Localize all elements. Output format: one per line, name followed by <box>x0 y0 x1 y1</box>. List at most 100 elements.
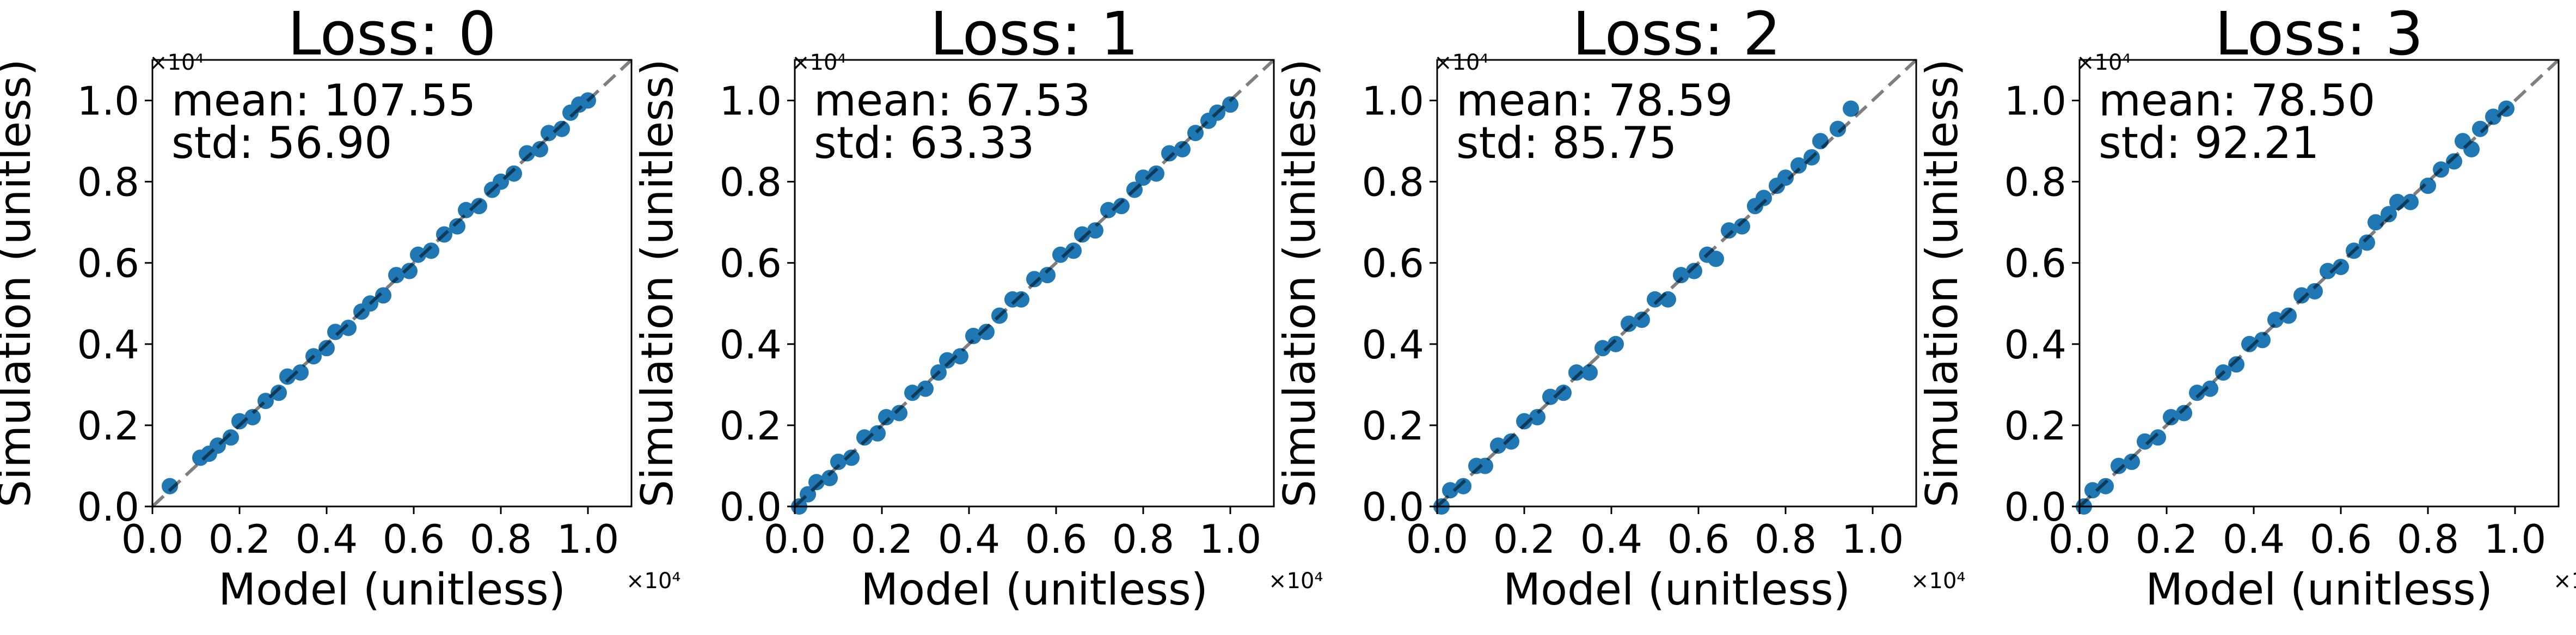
data-point <box>1039 267 1056 284</box>
data-point <box>2420 178 2436 194</box>
x-tick-label: 0.2 <box>2136 516 2198 562</box>
y-tick-label: 0.4 <box>719 322 782 368</box>
stats-std-label: std: 56.90 <box>171 118 392 168</box>
data-point <box>1673 267 1689 284</box>
data-point <box>458 202 474 218</box>
data-point <box>2485 108 2501 125</box>
data-point <box>318 340 335 357</box>
data-point <box>1013 291 1029 308</box>
x-tick-label: 0.2 <box>1493 516 1556 562</box>
data-point <box>375 287 391 304</box>
y-tick-label: 0.0 <box>77 484 139 530</box>
data-point <box>2137 433 2153 450</box>
data-point <box>1490 437 1506 454</box>
data-point <box>1621 315 1637 332</box>
y-tick-label: 0.4 <box>2004 322 2066 368</box>
data-point <box>1174 141 1191 157</box>
data-point <box>1161 145 1177 162</box>
data-point <box>1581 364 1598 381</box>
axes-frame <box>794 59 1275 508</box>
chart-title: Loss: 0 <box>287 0 496 69</box>
data-point <box>1222 96 1238 113</box>
x-axis-label: Model (unitless) <box>861 564 1208 615</box>
data-point <box>2293 287 2310 304</box>
y-axis-multiplier: ×10⁴ <box>1434 50 1488 75</box>
y-tick-label: 1.0 <box>2004 78 2066 124</box>
data-point <box>904 384 921 401</box>
x-tick-label: 0.8 <box>2397 516 2460 562</box>
data-point <box>2202 380 2218 397</box>
data-point <box>2241 335 2258 352</box>
data-point <box>1503 433 1519 450</box>
data-point <box>978 323 995 340</box>
y-tick-label: 0.0 <box>2004 484 2066 530</box>
x-tick-label: 0.0 <box>1406 516 1469 562</box>
x-tick-label: 1.0 <box>557 516 620 562</box>
y-tick-label: 0.4 <box>1361 322 1424 368</box>
y-axis-label: Simulation (unitless) <box>1917 59 1967 508</box>
y-tick-label: 0.8 <box>1361 160 1424 205</box>
chart-title: Loss: 3 <box>2215 0 2423 69</box>
data-point <box>1065 242 1082 259</box>
data-point <box>830 454 847 470</box>
x-tick-label: 0.0 <box>121 516 184 562</box>
x-tick-label: 0.6 <box>383 516 445 562</box>
data-point <box>2228 356 2244 373</box>
data-point <box>449 218 465 235</box>
data-point <box>1148 165 1164 182</box>
data-point <box>231 413 248 430</box>
data-point <box>808 474 825 491</box>
data-point <box>410 246 426 263</box>
x-axis-multiplier: ×10⁴ <box>626 569 680 594</box>
x-axis-label: Model (unitless) <box>218 564 566 615</box>
stats-mean-label: mean: 78.50 <box>2099 75 2375 126</box>
data-point <box>423 242 439 259</box>
chart-panel-1: Loss: 1 0.0 0.2 0.4 0.6 0.8 1.0 0.0 0.2 0.4 0.6 0.8… <box>632 0 1323 615</box>
y-tick-label: 0.0 <box>719 484 782 530</box>
y-tick-label: 0.8 <box>77 160 139 205</box>
data-point <box>1026 271 1042 288</box>
axes-frame <box>151 59 633 508</box>
data-point <box>2333 259 2349 276</box>
x-tick-label: 0.2 <box>208 516 271 562</box>
y-axis-multiplier: ×10⁴ <box>149 50 204 75</box>
data-point <box>2463 141 2480 157</box>
data-point <box>1135 169 1151 186</box>
data-point <box>471 198 487 215</box>
data-point <box>2084 482 2101 499</box>
y-tick-label: 1.0 <box>1361 78 1424 124</box>
x-tick-label: 0.4 <box>296 516 358 562</box>
data-point <box>519 145 535 162</box>
data-point <box>2359 234 2375 251</box>
x-tick-label: 0.0 <box>2048 516 2111 562</box>
x-axis-label: Model (unitless) <box>2145 564 2493 615</box>
data-point <box>327 323 344 340</box>
data-point <box>388 267 404 284</box>
data-point <box>2472 120 2488 137</box>
data-point <box>1555 384 1572 401</box>
data-point <box>843 449 860 466</box>
reference-line-y-equals-x <box>1436 58 1918 508</box>
data-point <box>1100 202 1117 218</box>
data-point <box>244 409 261 425</box>
x-tick-label: 1.0 <box>2484 516 2547 562</box>
data-point <box>856 429 873 446</box>
y-tick-label: 0.6 <box>2004 241 2066 286</box>
data-point <box>401 262 418 279</box>
y-axis-multiplier: ×10⁴ <box>2076 50 2131 75</box>
x-tick-label: 0.4 <box>2223 516 2285 562</box>
y-axis-label: Simulation (unitless) <box>632 59 683 508</box>
reference-line-y-equals-x <box>151 58 633 508</box>
x-axis-label: Model (unitless) <box>1503 564 1850 615</box>
data-point <box>891 405 907 422</box>
data-point <box>821 469 838 486</box>
x-tick-label: 0.2 <box>851 516 913 562</box>
x-axis-multiplier: ×10⁴ <box>1268 569 1323 594</box>
data-point <box>541 125 557 142</box>
stats-mean-label: mean: 78.59 <box>1456 75 1733 126</box>
data-point <box>878 409 894 425</box>
chart-panel-3: Loss: 3 0.0 0.2 0.4 0.6 0.8 1.0 0.0 0.2 0.4 0.6 0.8… <box>1917 0 2576 615</box>
x-tick-label: 0.8 <box>470 516 532 562</box>
